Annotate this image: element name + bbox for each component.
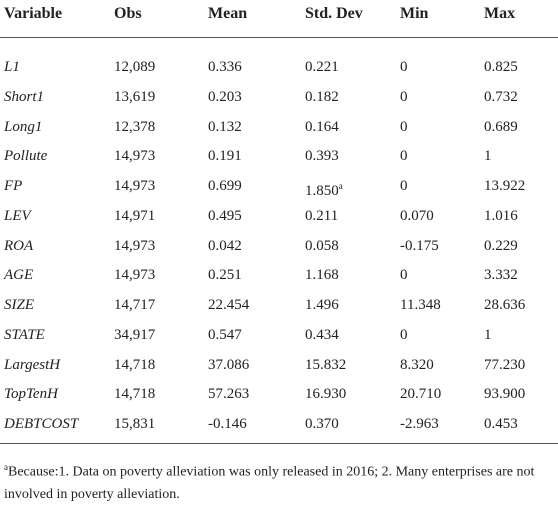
variable-name: Long1	[4, 118, 43, 135]
variable-name: TopTenH	[4, 386, 58, 403]
table-cell: 14,973	[114, 267, 156, 284]
table-cell: 12,378	[114, 118, 156, 135]
table-cell: 14,718	[114, 356, 156, 373]
header-cell: Max	[484, 5, 516, 22]
table-cell: 0.164	[305, 118, 339, 135]
table-cell: 0.203	[208, 88, 242, 105]
table-cell: 22.454	[208, 297, 250, 313]
table-cell: 0	[400, 88, 408, 105]
header-rule	[0, 37, 558, 38]
variable-name: STATE	[4, 326, 45, 343]
variable-name: AGE	[4, 267, 34, 284]
table-cell: 1.168	[305, 267, 339, 284]
table-cell: 13.922	[484, 178, 526, 194]
variable-name: LargestH	[4, 356, 61, 373]
table-cell: 1.496	[305, 297, 339, 313]
table-cell: 28.636	[484, 297, 526, 313]
table-cell: 0	[400, 326, 408, 343]
table-cell: 0.393	[305, 148, 339, 165]
table-cell: 34,917	[114, 326, 156, 343]
footnote-text: Because:1. Data on poverty alleviation w…	[4, 464, 535, 502]
table-cell: 0	[400, 59, 408, 75]
table-cell: 1.850a	[305, 176, 343, 201]
header-cell: Min	[400, 5, 429, 22]
table-cell: 14,718	[114, 386, 156, 403]
table-cell: 0	[400, 148, 408, 165]
table-cell: 0.825	[484, 59, 518, 75]
table-cell: 3.332	[484, 267, 518, 284]
cell-text: 1.850	[305, 183, 339, 199]
table-cell: 0	[400, 118, 408, 135]
table-cell: 1	[484, 148, 492, 165]
table-cell: -2.963	[400, 416, 439, 432]
table-cell: 0.336	[208, 59, 242, 75]
table-cell: 0.211	[305, 207, 339, 224]
table-cell: 57.263	[208, 386, 250, 403]
table-cell: 0.251	[208, 267, 242, 284]
header-cell: Obs	[114, 5, 142, 22]
table-cell: 13,619	[114, 88, 156, 105]
table-cell: 8.320	[400, 356, 434, 373]
table-cell: 37.086	[208, 356, 250, 373]
variable-name: DEBTCOST	[4, 416, 79, 432]
table-cell: 12,089	[114, 59, 156, 75]
table-cell: 0.132	[208, 118, 242, 135]
table-cell: 0.191	[208, 148, 242, 165]
table-cell: 15,831	[114, 416, 156, 432]
table-cell: 11.348	[400, 297, 441, 313]
table-cell: 93.900	[484, 386, 526, 403]
table-cell: 0.042	[208, 237, 242, 254]
table-cell: 1.016	[484, 207, 518, 224]
table-cell: 14,973	[114, 148, 156, 165]
table-cell: 0.070	[400, 207, 434, 224]
table-cell: 16.930	[305, 386, 347, 403]
footnote-marker: a	[338, 181, 343, 191]
table-cell: 0.434	[305, 326, 339, 343]
table-cell: 0.370	[305, 416, 339, 432]
header-cell: Mean	[208, 5, 248, 22]
variable-name: SIZE	[4, 297, 34, 313]
table-cell: 0.547	[208, 326, 242, 343]
table-cell: -0.146	[208, 416, 247, 432]
variable-name: ROA	[4, 237, 34, 254]
table-cell: 1	[484, 326, 492, 343]
variable-name: Short1	[4, 88, 45, 105]
table-cell: 14,971	[114, 207, 156, 224]
table-cell: 0.182	[305, 88, 339, 105]
table-cell: -0.175	[400, 237, 439, 254]
table-cell: 14,717	[114, 297, 156, 313]
footnote: aBecause:1. Data on poverty alleviation …	[4, 456, 556, 506]
variable-name: L1	[4, 59, 20, 75]
table-cell: 0	[400, 267, 408, 284]
variable-name: Pollute	[4, 148, 48, 165]
table-cell: 0.732	[484, 88, 518, 105]
table-cell: 0.453	[484, 416, 518, 432]
variable-name: FP	[4, 178, 23, 194]
table-cell: 0.699	[208, 178, 242, 194]
table-cell: 14,973	[114, 237, 156, 254]
table-cell: 15.832	[305, 356, 347, 373]
table-cell: 0.495	[208, 207, 242, 224]
table-cell: 0.689	[484, 118, 518, 135]
table-cell: 77.230	[484, 356, 526, 373]
table-cell: 0	[400, 178, 408, 194]
table-cell: 0.229	[484, 237, 518, 254]
table-cell: 0.058	[305, 237, 339, 254]
table-cell: 20.710	[400, 386, 442, 403]
variable-name: LEV	[4, 207, 31, 224]
table-cell: 0.221	[305, 59, 339, 75]
header-cell: Variable	[4, 5, 63, 22]
bottom-rule	[0, 443, 558, 444]
footnote-mark: a	[4, 462, 8, 472]
header-cell: Std. Dev	[305, 5, 363, 22]
table-cell: 14,973	[114, 178, 156, 194]
